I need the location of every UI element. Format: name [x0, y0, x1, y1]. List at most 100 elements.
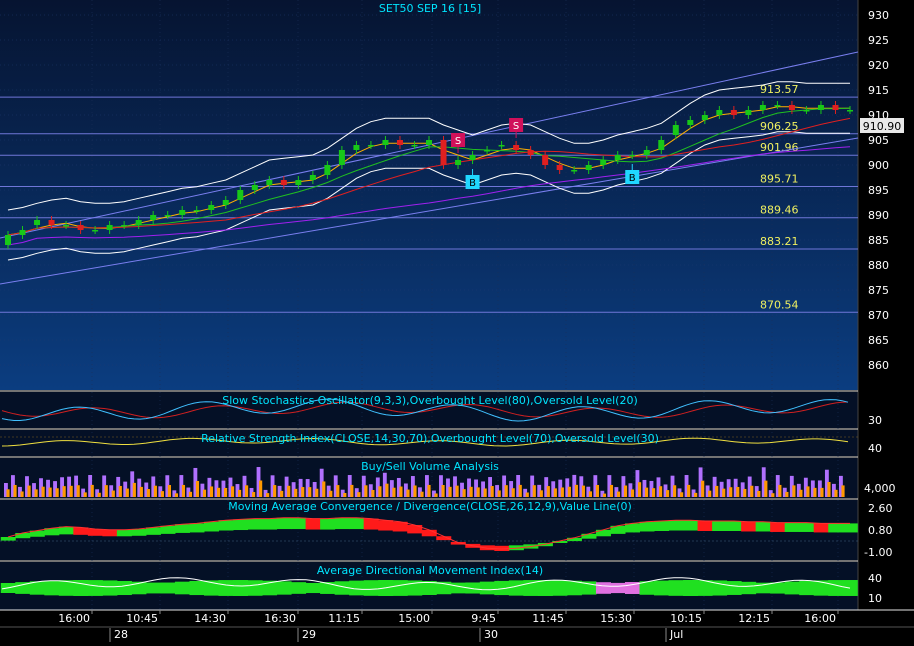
volume-buy-bar [761, 467, 766, 497]
volume-sell-bar [209, 486, 214, 497]
volume-buy-bar [565, 478, 570, 497]
volume-sell-bar [245, 485, 249, 497]
volume-sell-bar [202, 489, 207, 497]
bollinger-upper [7, 81, 850, 211]
time-label: 16:00 [58, 612, 90, 625]
volume-buy-bar [502, 475, 507, 497]
adx-band [291, 582, 307, 594]
volume-buy-bar [326, 485, 331, 497]
volume-buy-bar [733, 478, 738, 497]
candle-body [106, 225, 113, 230]
candle-body [19, 230, 26, 235]
volume-sell-bar [799, 489, 803, 497]
macd-area-segment [697, 521, 713, 531]
volume-buy-bar [361, 475, 366, 497]
volume-buy-bar [165, 475, 170, 497]
volume-sell-bar [490, 486, 494, 497]
candle-body [34, 220, 41, 225]
volume-sell-bar [406, 489, 410, 497]
time-label: 15:30 [600, 612, 632, 625]
macd-area-segment [87, 529, 103, 536]
price-tick-label: 925 [868, 34, 889, 47]
volume-sell-bar [553, 488, 557, 497]
candle-body [716, 110, 723, 115]
volume-sell-bar [651, 488, 656, 497]
marker-label: S [513, 121, 519, 132]
adx-band [697, 580, 713, 596]
volume-sell-bar [118, 485, 122, 497]
macd-area-segment [581, 533, 597, 539]
volume-buy-bar [102, 475, 107, 497]
volume-title: Buy/Sell Volume Analysis [361, 460, 499, 473]
volume-buy-bar [18, 486, 22, 497]
volume-buy-bar [726, 479, 731, 497]
price-tick-label: 895 [868, 184, 889, 197]
volume-buy-bar [417, 487, 422, 497]
adx-band [392, 580, 408, 596]
bollinger-lower [7, 131, 850, 261]
volume-sell-bar [694, 492, 698, 497]
volume-buy-bar [389, 480, 394, 497]
volume-sell-bar [616, 491, 621, 497]
volume-sell-bar [792, 485, 796, 497]
volume-buy-bar [481, 481, 485, 497]
volume-sell-bar [841, 485, 845, 497]
macd-area-segment [726, 521, 742, 531]
volume-sell-bar [308, 487, 312, 497]
volume-sell-bar [743, 488, 747, 497]
adx-band [494, 580, 510, 596]
volume-sell-bar [188, 491, 193, 497]
adx-band [131, 581, 147, 595]
macd-area-segment [813, 523, 829, 533]
volume-sell-bar [546, 486, 550, 497]
candle-body [63, 225, 70, 227]
volume-buy-bar [495, 485, 500, 497]
volume-buy-bar [277, 485, 282, 497]
volume-buy-bar [453, 476, 457, 497]
candle-body [77, 225, 84, 230]
volume-sell-bar [644, 487, 649, 497]
adx-band [320, 582, 336, 594]
price-tick-label: 860 [868, 359, 889, 372]
price-tick-label: 890 [868, 209, 889, 222]
candle-body [135, 220, 142, 225]
volume-buy-bar [474, 479, 478, 497]
price-tick-label: 900 [868, 159, 889, 172]
volume-sell-bar [294, 488, 298, 497]
volume-buy-bar [768, 490, 773, 497]
macd-area-segment [233, 519, 249, 531]
adx-band [160, 582, 176, 594]
volume-buy-bar [396, 477, 401, 497]
ma-slow-line [7, 117, 851, 236]
volume-buy-bar [312, 481, 317, 497]
volume-sell-bar [146, 489, 150, 497]
volume-sell-bar [834, 489, 838, 497]
candle-body [193, 210, 200, 212]
macd-area-segment [58, 526, 74, 535]
volume-sell-bar [511, 488, 515, 497]
macd-signal-line [7, 517, 850, 550]
volume-sell-bar [301, 487, 305, 497]
volume-sell-bar [574, 484, 578, 497]
volume-sell-bar [322, 481, 326, 497]
signal-markers: S S B B [451, 118, 640, 189]
volume-buy-bar [172, 490, 177, 497]
adx-band [770, 582, 786, 594]
sell-marker [451, 133, 466, 147]
macd-area-segment [784, 522, 800, 532]
volume-sell-bar [132, 482, 136, 497]
volume-sell-bar [399, 486, 403, 497]
price-candles [5, 101, 853, 249]
macd-area-segment [494, 545, 510, 551]
macd-area-segment [595, 529, 611, 537]
candle-body [338, 150, 345, 165]
volume-sell-bar [97, 492, 101, 497]
volume-buy-bar [509, 481, 514, 497]
volume-sell-bar [729, 487, 733, 497]
macd-area-segment [73, 527, 89, 535]
volume-buy-bar [747, 476, 752, 497]
volume-buy-bar [642, 479, 647, 497]
volume-buy-bar [298, 478, 303, 497]
volume-buy-bar [649, 480, 654, 497]
volume-sell-bar [630, 489, 635, 497]
